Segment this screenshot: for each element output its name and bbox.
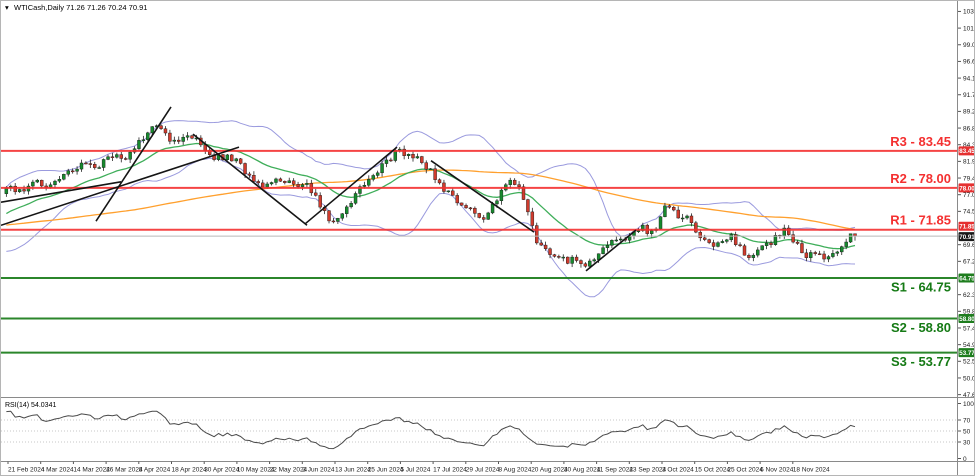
- level-label-R2: R2 - 78.00: [890, 171, 951, 186]
- price-tick-label: 77.00: [963, 192, 975, 199]
- price-tick-label: 54.95: [963, 342, 975, 349]
- trendline-6[interactable]: [430, 160, 535, 233]
- price-tick-label: 74.55: [963, 209, 975, 216]
- moving-averages: [6, 142, 856, 250]
- price-badge-78.00: 78.00: [959, 185, 975, 192]
- date-label: 29 Jul 2024: [466, 467, 500, 474]
- price-tick-label: 86.80: [963, 125, 975, 132]
- rsi-tick-label: 30: [963, 439, 971, 446]
- price-tick-label: 101.50: [963, 25, 975, 32]
- date-label: 21 Feb 2024: [8, 467, 45, 474]
- rsi-line: [6, 410, 856, 450]
- trendline-3[interactable]: [95, 106, 172, 222]
- price-badge-53.77: 53.77: [959, 350, 975, 357]
- price-badge-71.85: 71.85: [959, 224, 975, 231]
- price-tick-label: 50.05: [963, 375, 975, 382]
- sr-level-labels: R3 - 83.45 R2 - 78.00 R1 - 71.85 S1 - 64.75…: [890, 134, 951, 369]
- date-label: 26 Mar 2024: [106, 467, 143, 474]
- price-badge-83.45: 83.45: [959, 148, 975, 155]
- price-tick-label: 103.95: [963, 9, 975, 16]
- level-label-S1: S1 - 64.75: [891, 280, 951, 295]
- trendline-4[interactable]: [192, 133, 308, 226]
- trendlines[interactable]: [1, 106, 637, 272]
- date-label: 30 Apr 2024: [204, 467, 239, 474]
- level-label-R3: R3 - 83.45: [890, 134, 951, 149]
- date-label: 4 Mar 2024: [41, 467, 74, 474]
- date-label: 3 Oct 2024: [662, 467, 694, 474]
- rsi-tick-label: 70: [963, 417, 971, 424]
- price-tick-label: 96.60: [963, 59, 975, 66]
- date-label: 17 Jul 2024: [433, 467, 467, 474]
- price-tick-label: 57.40: [963, 325, 975, 332]
- trendline-7[interactable]: [585, 229, 637, 272]
- date-label: 6 Nov 2024: [760, 467, 794, 474]
- date-label: 18 Nov 2024: [793, 467, 830, 474]
- date-label: 30 Aug 2024: [564, 467, 601, 474]
- slow-moving-average: [6, 169, 856, 231]
- bollinger-upper-band: [6, 120, 856, 237]
- price-tick-label: 94.15: [963, 75, 975, 82]
- chart-marker-icon: ▾: [5, 3, 9, 12]
- candles-layer: [4, 124, 857, 269]
- date-label: 25 Oct 2024: [727, 467, 763, 474]
- date-label: 22 May 2024: [270, 467, 308, 474]
- trendline-2[interactable]: [1, 180, 122, 203]
- price-tick-label: 89.25: [963, 109, 975, 116]
- rsi-tick-label: 50: [963, 428, 971, 435]
- trendline-1[interactable]: [1, 146, 240, 227]
- rsi-line-group: [6, 410, 856, 450]
- date-label: 8 Aug 2024: [499, 467, 532, 474]
- date-label: 3 Jun 2024: [302, 467, 335, 474]
- bollinger-bands: [6, 120, 856, 298]
- price-tick-label: 47.60: [963, 392, 975, 399]
- bollinger-lower-band: [6, 157, 856, 298]
- date-label: 11 Sep 2024: [597, 467, 634, 474]
- chart-title: WTICash,Daily 71.26 71.26 70.24 70.91: [14, 3, 147, 12]
- price-tick-label: 81.90: [963, 159, 975, 166]
- price-tick-label: 84.35: [963, 142, 975, 149]
- rsi-level-lines: [1, 419, 958, 443]
- date-label: 15 Oct 2024: [695, 467, 731, 474]
- date-label: 8 Apr 2024: [139, 467, 171, 474]
- date-label: 20 Aug 2024: [531, 467, 568, 474]
- date-label: 14 Mar 2024: [73, 467, 110, 474]
- price-tick-label: 91.70: [963, 92, 975, 99]
- price-badges: 83.45 78.00 71.85 70.91 64.75 58.80 53.77: [958, 146, 975, 358]
- date-label: 23 Sep 2024: [629, 467, 666, 474]
- rsi-tick-label: 100: [963, 401, 974, 408]
- trendline-5[interactable]: [304, 146, 398, 225]
- level-label-R1: R1 - 71.85: [890, 213, 951, 228]
- price-badge-64.75: 64.75: [959, 275, 975, 282]
- price-tick-label: 52.50: [963, 359, 975, 366]
- price-tick-label: 62.30: [963, 292, 975, 299]
- date-label: 5 Jul 2024: [400, 467, 430, 474]
- date-label: 13 Jun 2024: [335, 467, 371, 474]
- price-tick-label: 69.65: [963, 242, 975, 249]
- support-resistance-lines[interactable]: [1, 149, 958, 354]
- rsi-indicator-label: RSI(14) 54.0341: [5, 402, 56, 409]
- level-label-S2: S2 - 58.80: [891, 320, 951, 335]
- rsi-pane[interactable]: [1, 410, 958, 450]
- fast-moving-average: [6, 142, 856, 250]
- rsi-tick-label: 0: [963, 456, 967, 463]
- price-tick-label: 67.20: [963, 259, 975, 266]
- date-label: 18 Apr 2024: [172, 467, 207, 474]
- price-axis[interactable]: 103.95 101.50 99.05 96.60 94.15 91.70 89.25 86.…: [958, 9, 975, 463]
- date-label: 10 May 2024: [237, 467, 275, 474]
- price-tick-label: 79.45: [963, 175, 975, 182]
- price-tick-label: 59.85: [963, 309, 975, 316]
- price-badge-58.80: 58.80: [959, 316, 975, 323]
- level-label-S3: S3 - 53.77: [891, 354, 951, 369]
- price-pane[interactable]: R3 - 83.45 R2 - 78.00 R1 - 71.85 S1 - 64.75…: [1, 106, 958, 369]
- price-badge-70.91: 70.91: [959, 234, 975, 241]
- date-label: 25 Jun 2024: [368, 467, 404, 474]
- price-tick-label: 99.05: [963, 42, 975, 49]
